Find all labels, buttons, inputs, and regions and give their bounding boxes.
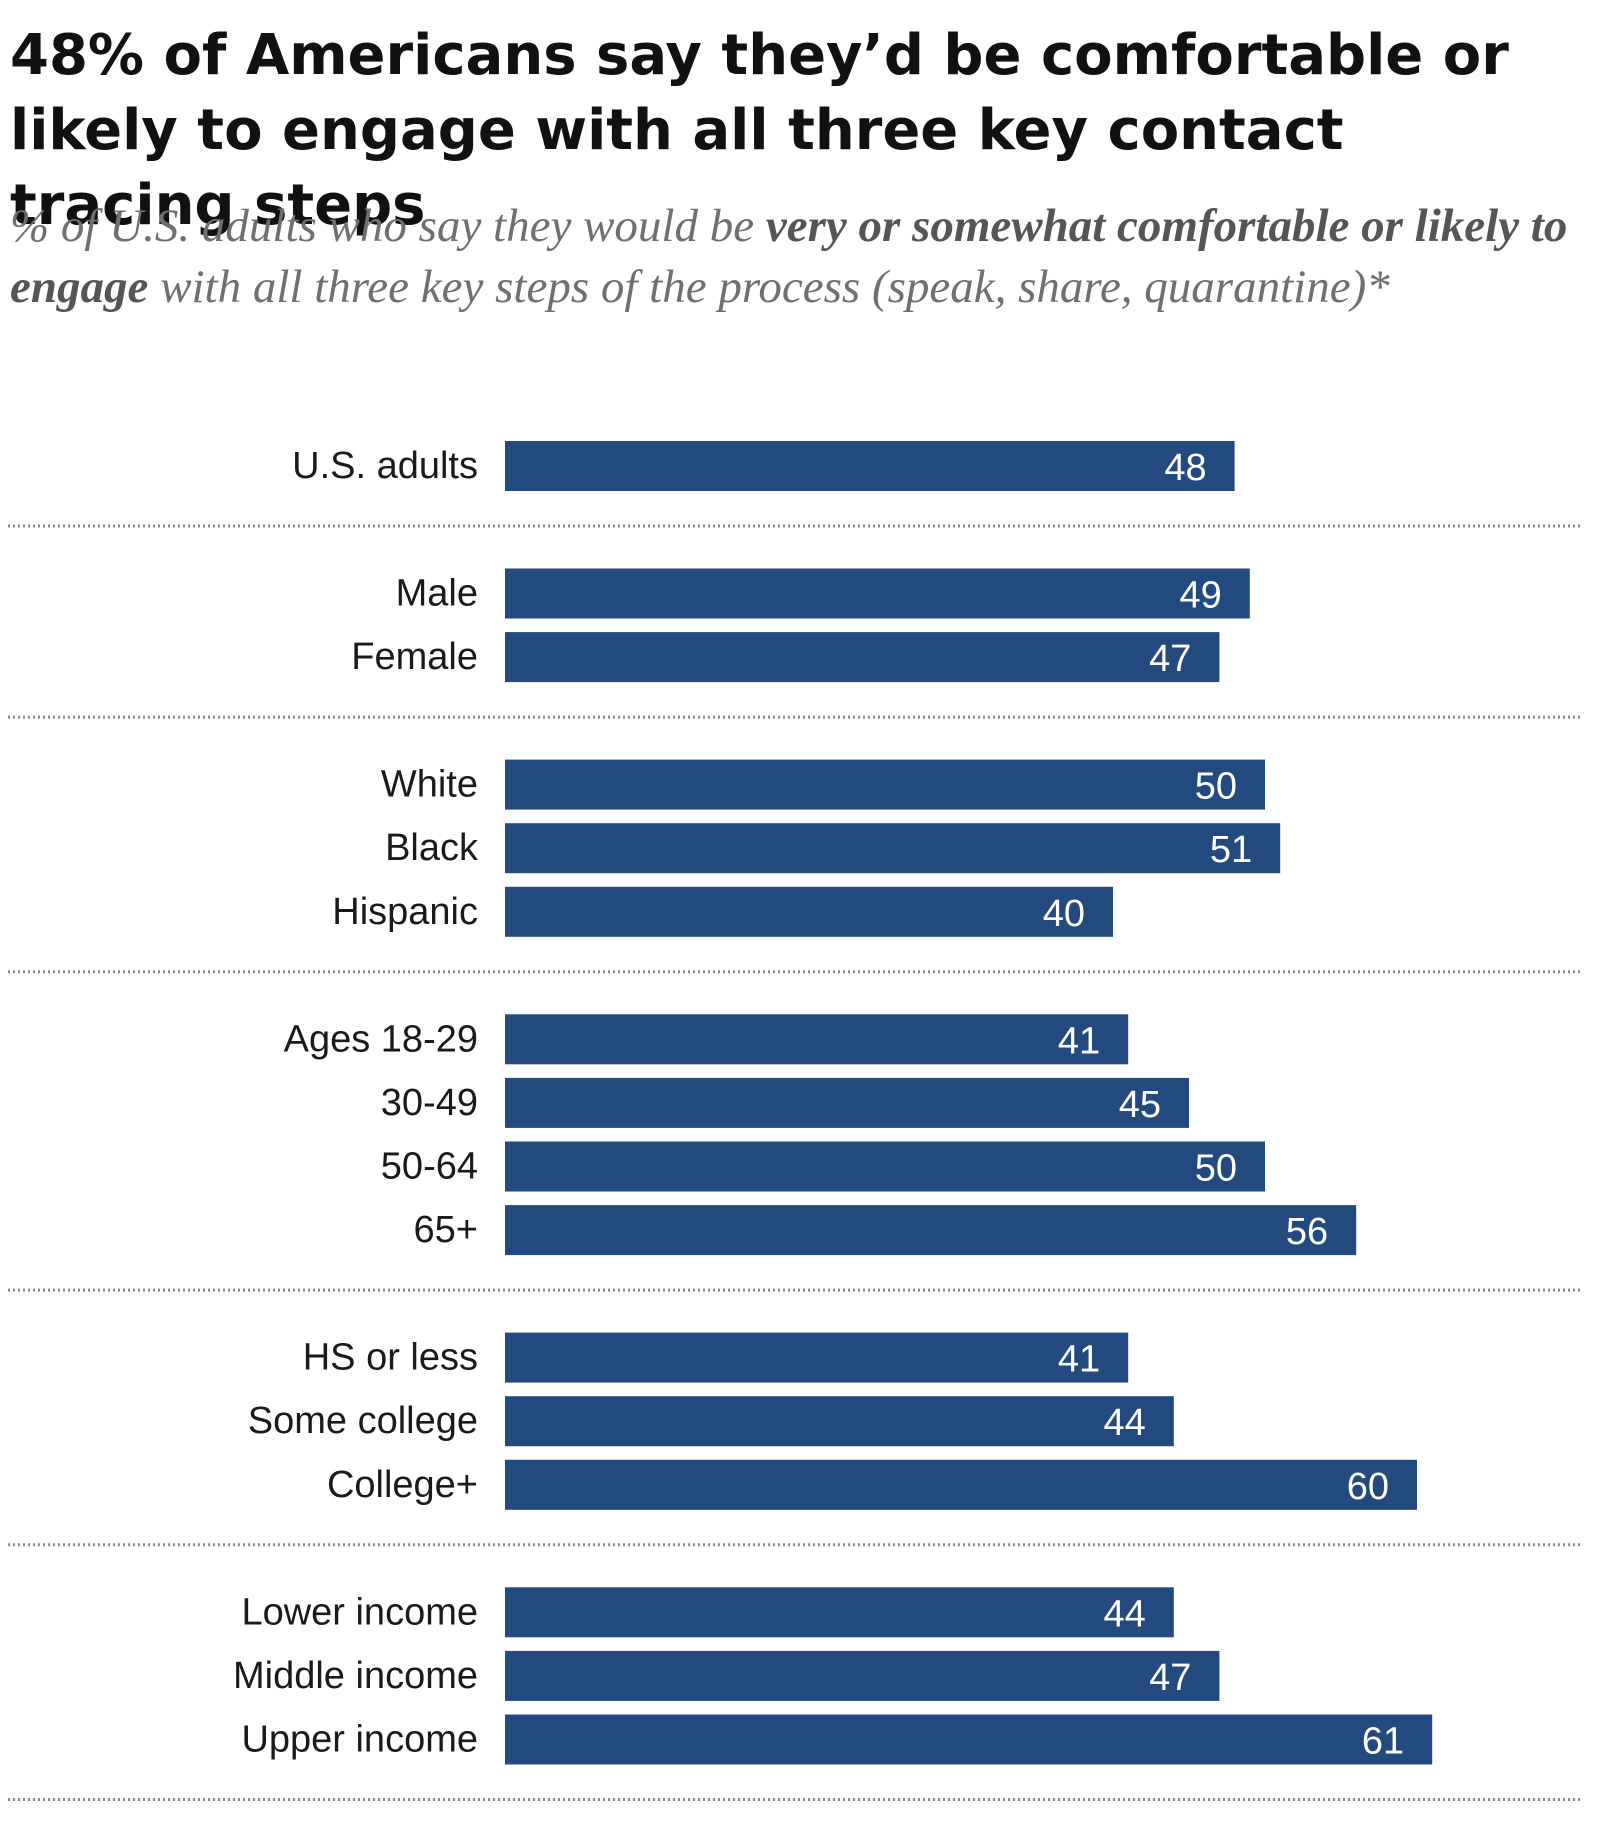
value-label-white: 50 xyxy=(1195,766,1237,808)
value-label-30-49: 45 xyxy=(1119,1084,1161,1126)
bar-lower-income xyxy=(505,1587,1174,1638)
value-label-hispanic: 40 xyxy=(1043,893,1085,935)
value-label-hs-or-less: 41 xyxy=(1058,1339,1100,1381)
bar-50-64 xyxy=(505,1141,1265,1192)
bar-u-s-adults xyxy=(505,441,1235,491)
category-label-upper-income: Upper income xyxy=(241,1719,478,1761)
value-label-some-college: 44 xyxy=(1104,1402,1146,1444)
value-label-black: 51 xyxy=(1210,829,1252,871)
chart-subtitle: % of U.S. adults who say they would be v… xyxy=(10,196,1590,318)
category-label-30-49: 30-49 xyxy=(381,1082,478,1124)
value-label-middle-income: 47 xyxy=(1149,1657,1191,1699)
category-label-50-64: 50-64 xyxy=(381,1146,478,1188)
category-label-middle-income: Middle income xyxy=(233,1655,478,1697)
category-label-ages-18-29: Ages 18-29 xyxy=(284,1018,478,1060)
bar-hs-or-less xyxy=(505,1332,1129,1383)
category-label-male: Male xyxy=(396,573,478,615)
category-label-white: White xyxy=(381,764,478,806)
bar-male xyxy=(505,568,1250,619)
bar-30-49 xyxy=(505,1077,1189,1128)
bar-middle-income xyxy=(505,1650,1220,1701)
subtitle-text-end: with all three key steps of the process … xyxy=(148,261,1390,313)
value-label-male: 49 xyxy=(1180,575,1222,617)
bar-black xyxy=(505,823,1281,874)
value-label-50-64: 50 xyxy=(1195,1148,1237,1190)
category-label-black: Black xyxy=(385,827,479,869)
bar-hispanic xyxy=(505,886,1113,937)
bar-65-plus xyxy=(505,1205,1357,1256)
bar-upper-income xyxy=(505,1714,1433,1765)
chart-title: 48% of Americans say they’d be comfortab… xyxy=(10,23,1509,238)
value-label-female: 47 xyxy=(1149,638,1191,680)
category-label-college-plus: College+ xyxy=(327,1464,478,1506)
value-label-lower-income: 44 xyxy=(1104,1593,1146,1635)
value-label-upper-income: 61 xyxy=(1362,1721,1404,1763)
category-label-female: Female xyxy=(351,636,478,678)
bar-white xyxy=(505,759,1265,810)
subtitle-text: % of U.S. adults who say they would be xyxy=(10,200,766,252)
category-label-u-s-adults: U.S. adults xyxy=(292,445,478,487)
bar-some-college xyxy=(505,1396,1174,1447)
category-label-hs-or-less: HS or less xyxy=(303,1337,478,1379)
value-label-65-plus: 56 xyxy=(1286,1211,1328,1253)
category-label-65-plus: 65+ xyxy=(414,1209,478,1251)
value-label-college-plus: 60 xyxy=(1347,1466,1389,1508)
category-label-hispanic: Hispanic xyxy=(332,891,478,933)
bar-college-plus xyxy=(505,1459,1417,1510)
value-label-u-s-adults: 48 xyxy=(1164,447,1206,489)
value-label-ages-18-29: 41 xyxy=(1058,1020,1100,1062)
category-label-lower-income: Lower income xyxy=(241,1591,478,1633)
bar-ages-18-29 xyxy=(505,1014,1129,1065)
category-label-some-college: Some college xyxy=(248,1400,478,1442)
bar-female xyxy=(505,632,1220,683)
subtitle-emphasis: very or somewhat comfortable or likely t… xyxy=(10,200,1568,313)
